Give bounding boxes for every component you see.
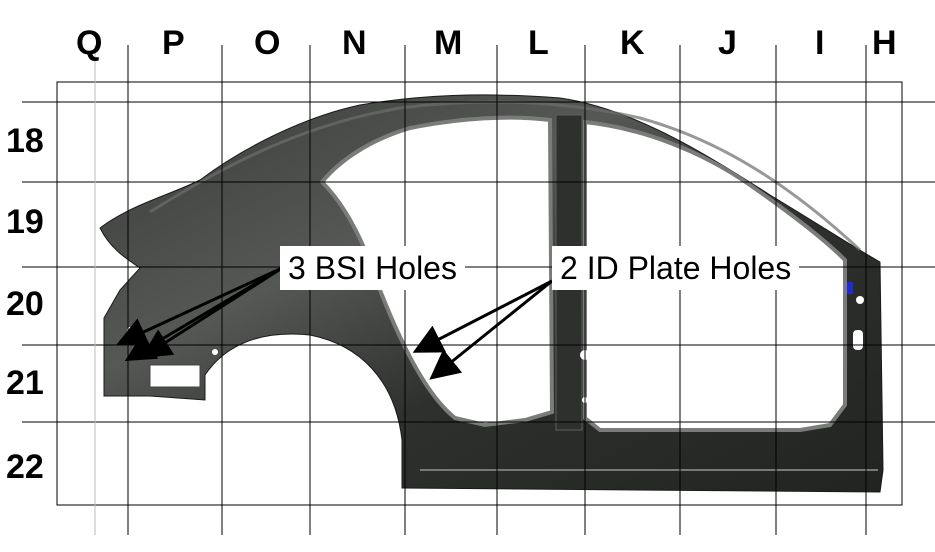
col-label-i: I [815,24,825,62]
col-label-q: Q [76,24,103,62]
bsi-holes-callout: 3 BSI Holes [280,246,465,290]
row-label-18: 18 [6,122,44,160]
row-label-22: 22 [6,448,44,486]
col-label-n: N [342,24,367,62]
id-plate-arrow-2 [429,279,553,380]
col-label-p: P [162,24,185,62]
row-label-21: 21 [6,364,44,402]
col-label-h: H [872,24,897,62]
col-label-m: M [434,24,463,62]
row-label-19: 19 [6,203,44,241]
row-label-20: 20 [6,285,44,323]
body-side-panel [99,94,884,493]
id-plate-holes-callout: 2 ID Plate Holes [552,246,800,290]
callout-arrows [116,266,553,380]
col-label-o: O [254,24,281,62]
col-label-j: J [718,24,737,62]
col-label-l: L [528,24,549,62]
bsi-arrow-3 [140,266,283,359]
grid-lines [22,45,935,535]
grid-frame [56,81,903,506]
id-plate-arrow-1 [412,279,553,353]
col-label-k: K [620,24,645,62]
